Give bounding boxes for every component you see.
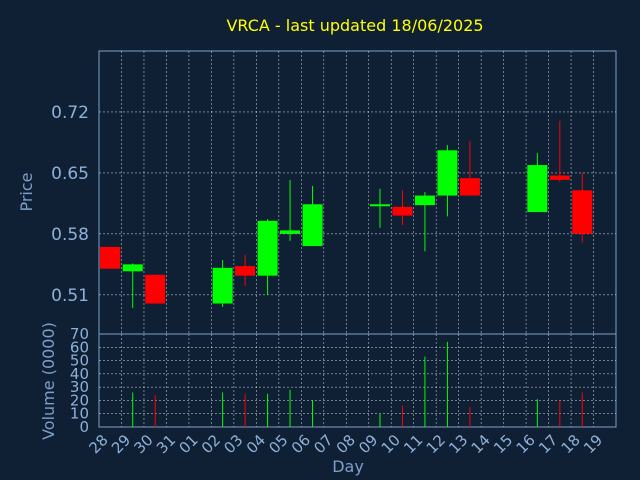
y-axis-label-price: Price bbox=[17, 172, 36, 211]
candle-body bbox=[369, 204, 390, 207]
price-tick-label: 0.51 bbox=[51, 286, 89, 306]
candle-body bbox=[100, 246, 121, 269]
candle bbox=[459, 141, 480, 196]
candle-body bbox=[302, 204, 323, 247]
volume-tick-label: 20 bbox=[70, 391, 89, 409]
candle bbox=[212, 259, 233, 308]
candle-body bbox=[280, 230, 301, 234]
candle bbox=[235, 254, 256, 287]
candle bbox=[100, 246, 121, 269]
x-axis-ticks: 2829303101020304050607080910111213141516… bbox=[86, 431, 607, 457]
candle bbox=[392, 190, 413, 226]
y-axis-label-volume: Volume (0000) bbox=[39, 322, 58, 440]
candle-body bbox=[414, 195, 435, 206]
price-tick-label: 0.58 bbox=[51, 225, 89, 245]
candle-body bbox=[122, 264, 143, 272]
price-tick-label: 0.72 bbox=[51, 103, 89, 123]
candle bbox=[414, 192, 435, 252]
candle bbox=[302, 185, 323, 247]
candle-body bbox=[145, 274, 166, 304]
volume-tick-label: 0 bbox=[79, 418, 89, 436]
candle-body bbox=[235, 266, 256, 276]
candle bbox=[122, 263, 143, 308]
price-tick-label: 0.65 bbox=[51, 164, 89, 184]
candle bbox=[280, 179, 301, 241]
candle-body bbox=[459, 178, 480, 196]
candle-body bbox=[549, 175, 570, 180]
price-panel: 0.51 0.58 0.65 0.72 bbox=[51, 50, 617, 335]
candle bbox=[437, 145, 458, 217]
volume-tick-label: 40 bbox=[70, 365, 89, 383]
candle-body bbox=[437, 150, 458, 196]
volume-tick-label: 10 bbox=[70, 405, 89, 423]
volume-plot-frame bbox=[98, 333, 617, 428]
candle-body bbox=[257, 220, 278, 276]
volume-tick-label: 60 bbox=[70, 338, 89, 356]
volume-tick-label: 50 bbox=[70, 352, 89, 370]
candle bbox=[572, 172, 593, 243]
x-axis-label: Day bbox=[332, 457, 364, 476]
volume-tick-label: 70 bbox=[70, 325, 89, 343]
candle bbox=[369, 188, 390, 228]
candle-body bbox=[392, 206, 413, 216]
candle-body bbox=[572, 190, 593, 234]
candle bbox=[145, 274, 166, 304]
x-tick-label: 19 bbox=[580, 431, 606, 457]
volume-tick-label: 30 bbox=[70, 378, 89, 396]
candle bbox=[527, 152, 548, 213]
candle-body bbox=[212, 267, 233, 304]
chart-title: VRCA - last updated 18/06/2025 bbox=[226, 16, 483, 35]
candle bbox=[549, 120, 570, 182]
candle-body bbox=[527, 165, 548, 213]
candle bbox=[257, 219, 278, 295]
